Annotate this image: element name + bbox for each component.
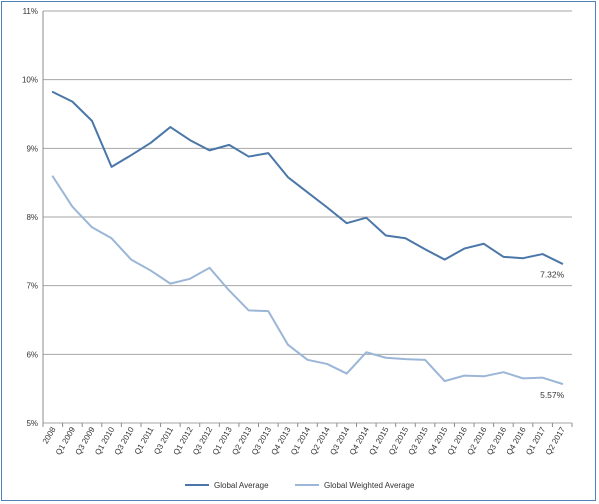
data-label: 5.57% — [540, 390, 565, 400]
series-line-2 — [51, 175, 564, 385]
y-tick-label: 9% — [26, 144, 38, 153]
y-tick-label: 11% — [23, 7, 38, 16]
data-label: 7.32% — [540, 270, 565, 280]
x-tick-label: Q2 2017 — [544, 425, 567, 457]
y-tick-label: 10% — [22, 76, 38, 85]
y-tick-label: 6% — [26, 350, 38, 359]
legend-entry: Global Weighted Average — [324, 481, 415, 490]
legend-entry: Global Average — [214, 481, 269, 490]
x-tick-label: 2008 — [41, 425, 58, 445]
y-tick-label: 5% — [26, 419, 38, 428]
y-tick-label: 8% — [26, 213, 38, 222]
series-line-1 — [51, 91, 564, 265]
y-tick-label: 7% — [26, 282, 38, 291]
